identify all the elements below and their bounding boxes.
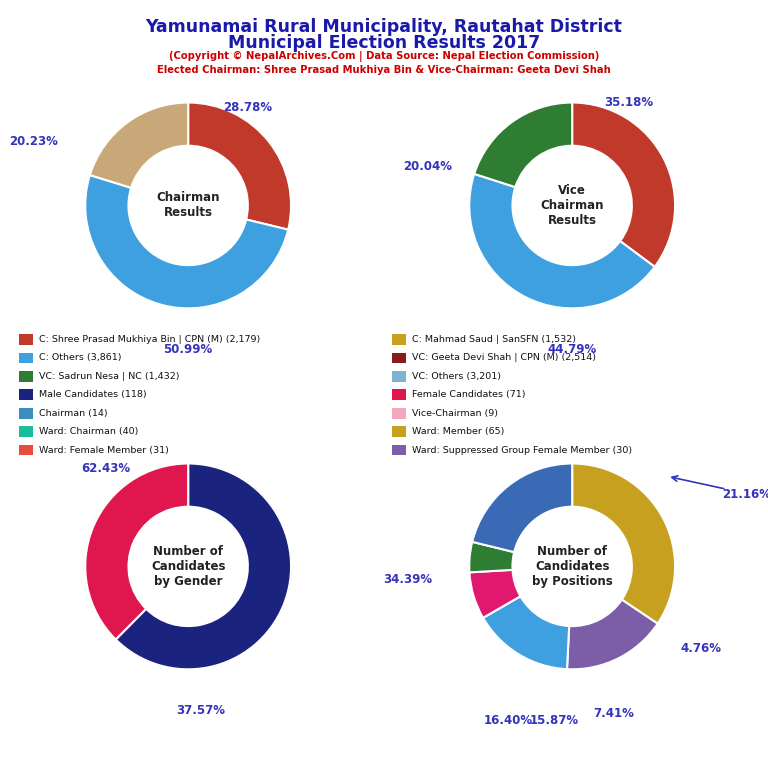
Text: Ward: Suppressed Group Female Member (30): Ward: Suppressed Group Female Member (30…: [412, 445, 632, 455]
Text: Elected Chairman: Shree Prasad Mukhiya Bin & Vice-Chairman: Geeta Devi Shah: Elected Chairman: Shree Prasad Mukhiya B…: [157, 65, 611, 74]
Text: Ward: Member (65): Ward: Member (65): [412, 427, 504, 436]
Wedge shape: [474, 103, 572, 187]
Text: VC: Others (3,201): VC: Others (3,201): [412, 372, 501, 381]
Wedge shape: [469, 174, 655, 308]
Text: Number of
Candidates
by Gender: Number of Candidates by Gender: [151, 545, 226, 588]
Text: Ward: Chairman (40): Ward: Chairman (40): [39, 427, 138, 436]
Text: 35.18%: 35.18%: [604, 96, 654, 109]
Text: C: Others (3,861): C: Others (3,861): [39, 353, 121, 362]
Text: C: Shree Prasad Mukhiya Bin | CPN (M) (2,179): C: Shree Prasad Mukhiya Bin | CPN (M) (2…: [39, 335, 260, 344]
Text: 4.76%: 4.76%: [680, 642, 721, 655]
Wedge shape: [188, 103, 291, 230]
Text: Vice
Chairman
Results: Vice Chairman Results: [541, 184, 604, 227]
Text: Male Candidates (118): Male Candidates (118): [39, 390, 147, 399]
Text: Vice-Chairman (9): Vice-Chairman (9): [412, 409, 498, 418]
Text: VC: Geeta Devi Shah | CPN (M) (2,514): VC: Geeta Devi Shah | CPN (M) (2,514): [412, 353, 596, 362]
Text: 20.23%: 20.23%: [9, 134, 58, 147]
Text: 28.78%: 28.78%: [223, 101, 272, 114]
Text: 62.43%: 62.43%: [81, 462, 131, 475]
Text: (Copyright © NepalArchives.Com | Data Source: Nepal Election Commission): (Copyright © NepalArchives.Com | Data So…: [169, 51, 599, 61]
Text: Female Candidates (71): Female Candidates (71): [412, 390, 525, 399]
Text: 21.16%: 21.16%: [723, 488, 768, 501]
Text: C: Mahmad Saud | SanSFN (1,532): C: Mahmad Saud | SanSFN (1,532): [412, 335, 576, 344]
Text: 37.57%: 37.57%: [177, 704, 226, 717]
Text: VC: Sadrun Nesa | NC (1,432): VC: Sadrun Nesa | NC (1,432): [39, 372, 180, 381]
Wedge shape: [90, 102, 188, 188]
Wedge shape: [85, 464, 188, 640]
Text: 15.87%: 15.87%: [530, 714, 579, 727]
Wedge shape: [469, 570, 521, 618]
Text: 20.04%: 20.04%: [403, 161, 452, 174]
Text: Yamunamai Rural Municipality, Rautahat District: Yamunamai Rural Municipality, Rautahat D…: [146, 18, 622, 35]
Wedge shape: [85, 175, 288, 308]
Text: 7.41%: 7.41%: [593, 707, 634, 720]
Text: 16.40%: 16.40%: [483, 714, 532, 727]
Text: Number of
Candidates
by Positions: Number of Candidates by Positions: [531, 545, 613, 588]
Text: Ward: Female Member (31): Ward: Female Member (31): [39, 445, 169, 455]
Wedge shape: [572, 464, 675, 624]
Wedge shape: [483, 596, 569, 669]
Wedge shape: [469, 541, 515, 572]
Text: Municipal Election Results 2017: Municipal Election Results 2017: [228, 34, 540, 51]
Text: 34.39%: 34.39%: [383, 573, 432, 586]
Wedge shape: [567, 600, 657, 669]
Text: 50.99%: 50.99%: [164, 343, 213, 356]
Wedge shape: [572, 103, 675, 266]
Text: Chairman (14): Chairman (14): [39, 409, 108, 418]
Wedge shape: [116, 464, 291, 669]
Text: 44.79%: 44.79%: [548, 343, 597, 356]
Text: Chairman
Results: Chairman Results: [157, 191, 220, 220]
Wedge shape: [472, 464, 572, 552]
